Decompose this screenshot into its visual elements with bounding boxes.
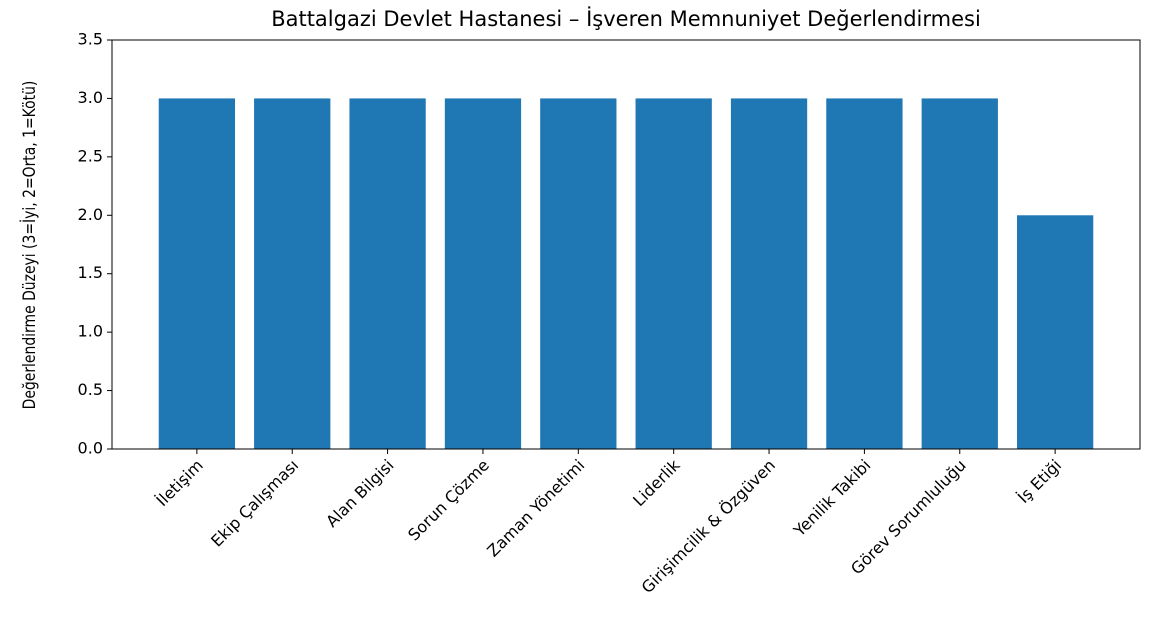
bar: [921, 98, 998, 449]
plot-frame: [111, 39, 1141, 450]
y-tick-label: 3.0: [78, 88, 103, 107]
x-tick-label: Ekip Çalışması: [207, 456, 302, 551]
y-axis-label: Değerlendirme Düzeyi (3=İyi, 2=Orta, 1=K…: [19, 81, 40, 410]
y-tick-label: 1.0: [78, 322, 103, 341]
y-tick-label: 2.5: [78, 146, 103, 165]
bar: [349, 98, 426, 449]
x-tick-label: Alan Bilgisi: [322, 456, 397, 531]
x-tick-label: Sorun Çözme: [404, 456, 493, 545]
x-tick-label: İş Etiği: [1014, 456, 1065, 507]
y-tick-label: 0.5: [78, 380, 103, 399]
y-tick-label: 2.0: [78, 205, 103, 224]
bar: [1016, 215, 1094, 449]
bar: [540, 98, 617, 449]
bar: [158, 98, 236, 449]
x-tick-label: Liderlik: [629, 455, 684, 510]
x-tick-label: Yenilik Takibi: [789, 456, 874, 541]
bar: [635, 98, 712, 449]
bar: [730, 98, 808, 449]
x-tick-label: Zaman Yönetimi: [483, 456, 588, 561]
y-tick-label: 1.5: [78, 263, 103, 282]
chart-title: Battalgazi Devlet Hastanesi – İşveren Me…: [271, 6, 981, 31]
bar: [826, 98, 903, 449]
bar: [444, 98, 522, 449]
bar: [254, 98, 331, 449]
x-tick-label: İletişim: [152, 456, 207, 511]
y-tick-label: 3.5: [78, 30, 103, 49]
y-tick-label: 0.0: [78, 439, 103, 458]
